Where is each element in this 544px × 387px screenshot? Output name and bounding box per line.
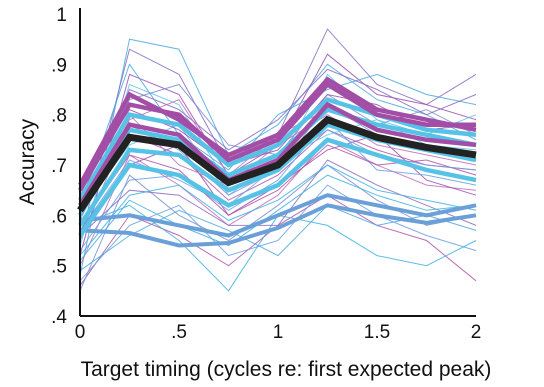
series-line-33 — [79, 164, 477, 256]
series-line-1 — [79, 203, 477, 248]
y-tick-label: .5 — [51, 257, 67, 278]
y-tick-label: .4 — [51, 307, 67, 328]
x-tick-label: 1 — [273, 322, 284, 343]
y-axis-title: Accuracy — [16, 118, 39, 205]
y-tick-label: .6 — [51, 206, 67, 227]
series-line-4 — [78, 97, 477, 202]
series-line-26 — [79, 118, 477, 251]
series-line-29 — [79, 68, 477, 201]
series-line-17 — [79, 184, 477, 282]
series-line-19 — [79, 63, 477, 206]
series-line-13 — [79, 164, 477, 291]
series-line-7 — [78, 81, 476, 192]
series-line-3 — [78, 107, 477, 217]
series-line-9 — [78, 76, 477, 187]
y-tick-label: .8 — [51, 106, 67, 127]
x-tick-labels: 0 .5 1 1.5 2 — [75, 322, 482, 343]
mean-series-line — [77, 115, 477, 213]
series-line-10 — [79, 38, 477, 276]
series-line-24 — [79, 174, 477, 261]
y-tick-labels: .4 .5 .6 .7 .8 .9 1 — [51, 5, 67, 328]
x-tick-label: 1.5 — [364, 322, 390, 343]
series-line-6 — [78, 137, 477, 237]
x-tick-label: .5 — [171, 322, 187, 343]
y-tick-label: .7 — [51, 156, 67, 177]
x-tick-label: 2 — [471, 322, 482, 343]
series-layer — [77, 28, 477, 292]
series-line-16 — [79, 139, 477, 266]
x-tick-label: 0 — [75, 322, 86, 343]
y-tick-label: .9 — [51, 55, 67, 76]
x-axis-title: Target timing (cycles re: first expected… — [81, 358, 492, 381]
series-line-2 — [79, 193, 477, 238]
series-line-8 — [78, 101, 477, 207]
y-tick-label: 1 — [56, 5, 67, 26]
